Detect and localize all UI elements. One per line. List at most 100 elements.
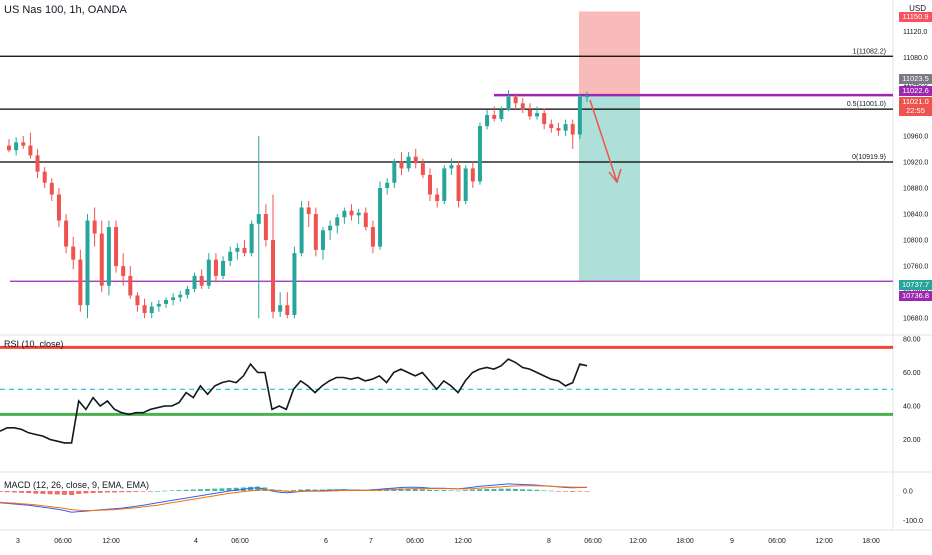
macd-histogram-bar (126, 491, 132, 493)
price-tick-label: 10680.0 (903, 316, 928, 323)
macd-histogram-bar (69, 491, 75, 496)
candle-body (156, 303, 161, 307)
macd-histogram-bar (97, 491, 103, 493)
candle-body (192, 275, 197, 289)
target-price-tag: 10737.7 (899, 280, 932, 290)
time-tick-label: 7 (369, 538, 373, 545)
macd-signal-line (0, 485, 587, 511)
candle-body (135, 295, 140, 306)
time-tick-label: 12:00 (102, 538, 120, 545)
macd-histogram-bar (505, 488, 511, 491)
candle-body (342, 210, 347, 218)
candle-body (456, 165, 461, 201)
candle-body (556, 128, 561, 131)
macd-histogram-bar (291, 490, 296, 491)
fib-level-label: 0(10919.9) (852, 154, 886, 161)
macd-histogram-bar (548, 490, 554, 492)
candle-body (171, 297, 176, 301)
rsi-label: RSI (10, close) (4, 339, 64, 349)
candle-body (199, 275, 204, 286)
candle-body (71, 246, 76, 260)
candle-body (221, 260, 226, 276)
price-tick-label: 11080.0 (903, 55, 928, 62)
candle-body (463, 168, 468, 201)
macd-histogram-bar (54, 491, 60, 495)
macd-histogram-bar (570, 491, 576, 492)
candle-body (64, 220, 69, 247)
candle-body (563, 124, 568, 131)
price-tick-label: 11040.0 (903, 81, 928, 88)
price-tick-label: 10840.0 (903, 212, 928, 219)
candle-body (185, 288, 190, 295)
price-tick-label: 10800.0 (903, 238, 928, 245)
currency-label: USD (909, 4, 926, 13)
candle-body (92, 220, 97, 234)
macd-histogram-bar (18, 491, 24, 493)
candle-body (356, 212, 361, 216)
macd-histogram-bar (219, 488, 225, 491)
price-tick-label: 10920.0 (903, 159, 928, 166)
macd-histogram-bar (441, 490, 447, 491)
entry-price-tag: 11022.6 (899, 86, 932, 96)
candle-body (520, 103, 525, 110)
candle-body (299, 207, 304, 254)
candle-body (121, 266, 126, 276)
candle-body (385, 182, 390, 188)
macd-histogram-bar (190, 489, 196, 491)
candle-body (506, 96, 511, 110)
candle-body (85, 220, 90, 306)
macd-histogram-bar (434, 490, 440, 491)
macd-histogram-bar (83, 491, 89, 494)
macd-histogram-bar (205, 488, 211, 491)
macd-histogram-bar (419, 489, 425, 491)
macd-histogram-bar (520, 489, 526, 491)
chart-title: US Nas 100, 1h, OANDA (4, 4, 127, 16)
macd-histogram-bar (305, 489, 311, 491)
time-tick-label: 4 (194, 538, 198, 545)
last-price-tag: 11021.0 (899, 97, 932, 107)
macd-histogram-bar (112, 491, 118, 493)
macd-histogram-bar (47, 491, 53, 495)
fib-level-label: 0.5(11001.0) (847, 101, 886, 108)
price-tick-label: 11120.0 (903, 29, 927, 36)
rsi-tick-label: 60.00 (903, 370, 921, 377)
time-tick-label: 3 (16, 538, 20, 545)
macd-histogram-bar (541, 490, 547, 492)
macd-histogram-bar (577, 491, 583, 492)
candle-body (363, 212, 368, 228)
candle-body (278, 305, 283, 312)
macd-histogram-bar (427, 489, 433, 491)
macd-histogram-bar (455, 490, 461, 492)
candle-body (577, 96, 582, 135)
time-tick-label: 18:00 (862, 538, 880, 545)
time-tick-label: 06:00 (584, 538, 602, 545)
support-price-tag: 10736.8 (899, 291, 932, 301)
candle-body (256, 214, 261, 224)
macd-histogram-bar (312, 489, 318, 491)
price-tick-label: 10960.0 (903, 133, 928, 140)
macd-histogram-bar (298, 489, 304, 491)
candle-body (392, 161, 397, 183)
macd-histogram-bar (405, 488, 411, 491)
candle-body (313, 214, 318, 250)
candle-body (263, 214, 268, 241)
macd-label: MACD (12, 26, close, 9, EMA, EMA) (4, 480, 150, 490)
macd-histogram-bar (283, 490, 289, 492)
macd-histogram-bar (33, 491, 39, 494)
candle-body (271, 240, 276, 312)
candle-body (406, 156, 411, 169)
candle-body (535, 113, 540, 117)
macd-tick-label: -100.0 (903, 518, 923, 525)
macd-histogram-bar (197, 489, 203, 491)
time-tick-label: 06:00 (54, 538, 72, 545)
macd-histogram-bar (76, 491, 82, 494)
candle-body (78, 259, 83, 306)
candle-body (470, 168, 475, 182)
macd-histogram-bar (484, 488, 490, 491)
macd-histogram-bar (11, 491, 17, 493)
candle-body (442, 168, 447, 201)
candle-body (114, 227, 119, 267)
macd-histogram-bar (212, 488, 218, 491)
